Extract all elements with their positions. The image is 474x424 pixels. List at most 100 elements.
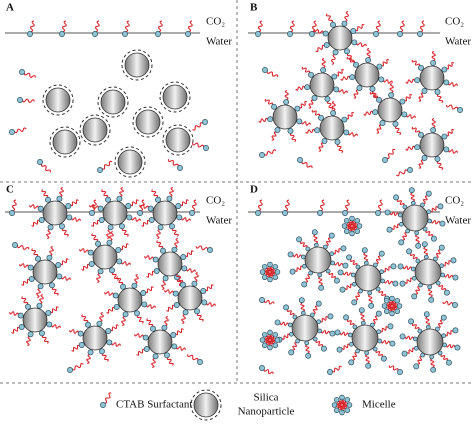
surfactant-head — [122, 31, 128, 37]
surfactant-head — [429, 354, 435, 360]
surfactant-tail — [36, 288, 41, 298]
surfactant-tail — [319, 199, 325, 212]
silica-nanoparticle — [45, 87, 71, 113]
adsorbed-layer — [49, 126, 81, 158]
surfactant-tail — [294, 265, 303, 272]
surfactant-tail — [448, 149, 458, 154]
surfactant-tail — [325, 237, 331, 246]
surfactant-tail — [263, 149, 277, 156]
surfactant-head — [364, 350, 370, 356]
surfactant-head — [397, 263, 404, 270]
surfactant-tail — [257, 20, 263, 33]
surfactant-head — [274, 127, 281, 133]
surfactant-head — [282, 210, 288, 216]
silica-nanoparticle — [354, 62, 380, 88]
surfactant-tail — [31, 248, 39, 257]
surfactant-tail — [372, 315, 378, 324]
silica-nanoparticle — [419, 132, 445, 158]
surfactant-head — [427, 284, 433, 290]
surfactant-head — [452, 302, 458, 308]
surfactant-tail — [386, 148, 396, 160]
surfactant-tail — [305, 274, 311, 283]
surfactant-tail — [333, 248, 342, 255]
liquid-label: Water — [206, 36, 232, 48]
surfactant-head — [423, 311, 430, 318]
surfactant-head — [443, 289, 450, 296]
surfactant-head — [171, 246, 178, 253]
surfactant-head — [122, 311, 129, 318]
surfactant-head — [140, 290, 147, 296]
silica-nanoparticle — [416, 328, 444, 356]
silica-nanoparticle — [162, 84, 188, 110]
surfactant-head — [339, 394, 345, 401]
surfactant-head — [399, 98, 406, 105]
surfactant-head — [430, 127, 437, 133]
surfactant-tail — [136, 315, 144, 324]
surfactant-tail — [161, 280, 166, 290]
surfactant-tail — [59, 187, 64, 197]
surfactant-tail — [448, 82, 458, 87]
surfactant-head — [435, 280, 441, 286]
surfactant-head — [47, 224, 54, 231]
surfactant-head — [343, 228, 350, 235]
surfactant-tail — [341, 343, 350, 350]
surfactant-head — [267, 329, 273, 336]
surfactant-head — [387, 323, 394, 330]
surfactant-head — [372, 346, 378, 352]
surfactant-head — [440, 314, 447, 321]
surfactant-head — [441, 66, 448, 73]
surfactant-tail — [342, 271, 352, 277]
surfactant-head — [311, 95, 318, 101]
surfactant-head — [423, 254, 429, 260]
surfactant-tail — [321, 329, 331, 335]
surfactant-head — [343, 129, 350, 136]
surfactant-tail — [258, 117, 269, 123]
silica-nanoparticle — [102, 200, 128, 226]
surfactant-head — [120, 283, 126, 290]
surfactant-head — [407, 167, 413, 173]
surfactant-head — [116, 195, 123, 202]
surfactant-head — [172, 290, 179, 297]
surfactant-head — [185, 31, 191, 37]
surfactant-head — [261, 263, 268, 270]
surfactant-head — [342, 262, 349, 269]
surfactant-tail — [381, 58, 390, 67]
surfactant-tail — [101, 160, 113, 170]
surfactant-tail — [39, 294, 44, 304]
surfactant-tail — [11, 326, 20, 334]
surfactant-tail — [380, 326, 389, 333]
silica-nanoparticle — [377, 97, 403, 123]
surfactant-head — [17, 312, 24, 319]
surfactant-head — [330, 110, 337, 116]
surfactant-head — [201, 299, 208, 306]
surfactant-head — [59, 223, 65, 230]
surfactant-head — [292, 314, 298, 320]
surfactant-head — [148, 217, 155, 223]
silica-nanoparticle — [327, 25, 353, 51]
surfactant-head — [312, 336, 318, 342]
surfactant-tail — [187, 354, 199, 361]
surfactant-tail — [119, 187, 124, 197]
surfactant-tail — [415, 286, 421, 295]
surfactant-head — [66, 214, 73, 221]
surfactant-tail — [121, 228, 129, 237]
surfactant-tail — [405, 78, 416, 84]
surfactant-head — [189, 210, 195, 216]
surfactant-head — [294, 105, 301, 112]
surfactant-head — [361, 247, 368, 254]
surfactant-head — [9, 129, 15, 135]
surfactant-tail — [411, 126, 421, 134]
surfactant-tail — [353, 89, 359, 99]
surfactant-head — [367, 290, 373, 296]
surfactant-head — [77, 330, 84, 337]
surfactant-tail — [334, 261, 344, 267]
surfactant-head — [155, 196, 161, 203]
surfactant-tail — [325, 13, 334, 23]
surfactant-tail — [104, 392, 112, 404]
surfactant-head — [422, 226, 428, 232]
adsorbed-layer — [114, 146, 146, 178]
surfactant-tail — [289, 132, 297, 143]
surfactant-head — [142, 334, 149, 341]
surfactant-head — [434, 89, 441, 95]
surfactant-tail — [394, 125, 402, 136]
